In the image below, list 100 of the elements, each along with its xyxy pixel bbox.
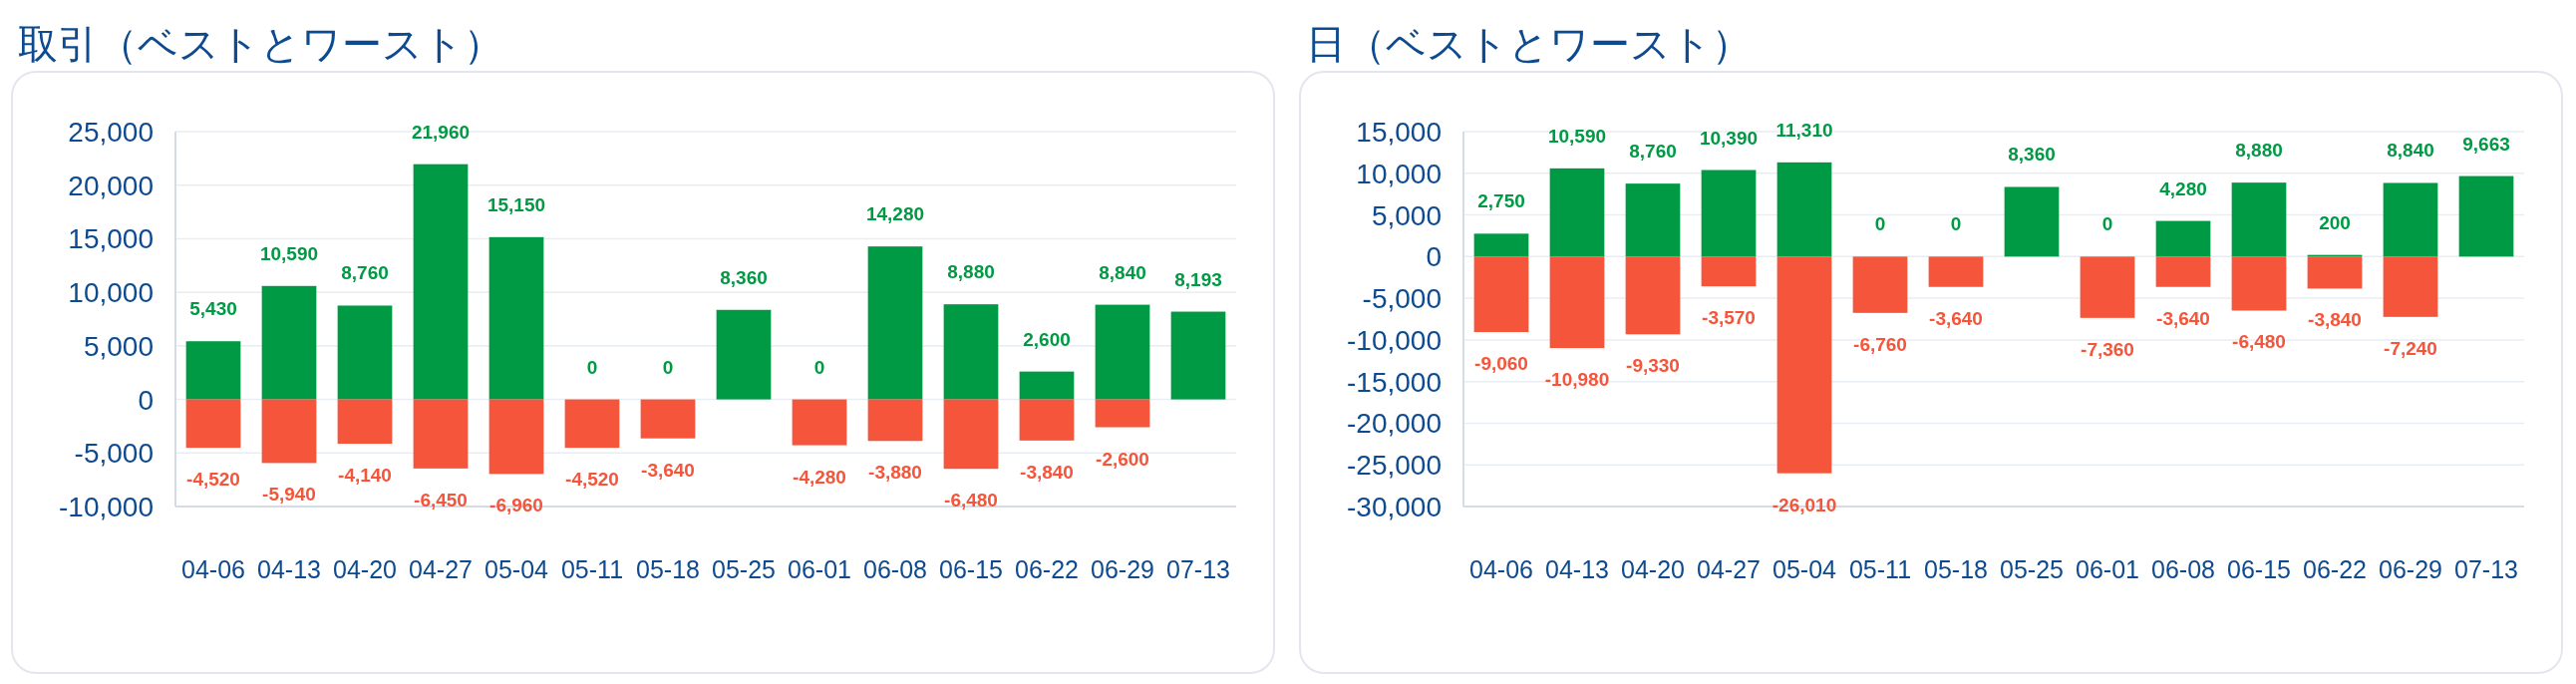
data-label: -3,880 — [868, 462, 922, 484]
data-label: -6,960 — [489, 495, 543, 516]
x-tick-label: 05-11 — [560, 555, 624, 583]
bar — [413, 164, 469, 400]
data-label: 8,360 — [2008, 144, 2056, 166]
x-tick-label: 04-06 — [1469, 555, 1533, 583]
bar — [1549, 168, 1605, 257]
bar — [2004, 186, 2060, 257]
bar — [564, 399, 620, 449]
data-label: -3,640 — [1929, 307, 1983, 329]
data-label: 5,430 — [189, 298, 237, 320]
data-label: 2,600 — [1023, 328, 1071, 350]
data-label: 14,280 — [865, 203, 925, 225]
bar — [1019, 399, 1075, 441]
data-label: -9,060 — [1474, 353, 1528, 375]
bar — [1928, 256, 1984, 287]
data-label: 200 — [2319, 211, 2351, 233]
x-tick-label: 06-08 — [863, 555, 927, 583]
bar — [1776, 256, 1832, 474]
bar — [1625, 183, 1681, 257]
data-label: -4,280 — [793, 466, 846, 488]
data-label: -4,520 — [565, 469, 619, 491]
x-tick-label: 04-06 — [181, 555, 245, 583]
data-label: 8,760 — [341, 262, 389, 284]
data-label: -2,600 — [1096, 448, 1149, 470]
data-label: -4,520 — [186, 469, 240, 491]
data-label: 8,760 — [1629, 141, 1677, 163]
bar — [2155, 220, 2211, 257]
x-tick-label: 04-27 — [409, 555, 473, 583]
x-tick-label: 06-22 — [2303, 555, 2367, 583]
bar — [2231, 256, 2287, 311]
x-tick-label: 07-13 — [2454, 555, 2518, 583]
bar — [1170, 311, 1226, 400]
data-label: -26,010 — [1771, 494, 1837, 515]
data-label: 9,663 — [2462, 133, 2510, 155]
bar — [2155, 256, 2211, 287]
data-label: 10,590 — [1547, 125, 1607, 147]
y-tick-label: 15,000 — [68, 223, 154, 255]
x-tick-label: 05-04 — [484, 555, 549, 583]
data-label: -6,760 — [1853, 333, 1907, 355]
x-tick-label: 04-13 — [1545, 555, 1609, 583]
data-label: -7,240 — [2384, 337, 2437, 359]
x-tick-label: 06-29 — [2379, 555, 2442, 583]
chart-title: 日（ベストとワースト） — [1306, 22, 1752, 66]
bar — [261, 285, 317, 400]
bar — [2080, 256, 2135, 318]
bar — [867, 246, 923, 400]
data-label: 8,360 — [720, 266, 768, 288]
bar — [1095, 304, 1150, 400]
data-label: -4,140 — [338, 465, 392, 487]
data-label: 0 — [586, 356, 598, 378]
bar — [792, 399, 847, 446]
bar — [337, 399, 393, 445]
bar — [488, 236, 544, 400]
x-tick-label: 05-25 — [2000, 555, 2064, 583]
bar — [867, 399, 923, 442]
x-tick-label: 06-15 — [939, 555, 1003, 583]
bar — [1625, 256, 1681, 335]
data-label: -3,840 — [2308, 309, 2362, 331]
data-label: 0 — [1874, 213, 1886, 235]
x-tick-label: 04-27 — [1697, 555, 1761, 583]
data-label: 8,193 — [1174, 268, 1222, 290]
y-tick-label: 5,000 — [1371, 199, 1442, 231]
data-label: 10,390 — [1699, 127, 1759, 149]
x-tick-label: 04-13 — [257, 555, 321, 583]
y-tick-label: -5,000 — [1362, 283, 1442, 315]
data-label: -3,570 — [1702, 307, 1756, 329]
bar — [2458, 175, 2514, 257]
data-label: 2,750 — [1477, 190, 1525, 212]
y-tick-label: -5,000 — [74, 438, 154, 470]
bar — [185, 399, 241, 449]
data-label: -3,640 — [641, 459, 695, 481]
y-tick-label: 0 — [138, 384, 154, 416]
bar — [2383, 182, 2438, 257]
data-label: 0 — [1950, 213, 1962, 235]
data-label: 11,310 — [1775, 119, 1833, 141]
data-label: 4,280 — [2159, 177, 2207, 199]
bar — [943, 399, 999, 470]
x-tick-label: 06-01 — [2076, 555, 2139, 583]
data-label: 15,150 — [486, 193, 546, 215]
chart-title: 取引（ベストとワースト） — [18, 22, 503, 66]
x-tick-label: 05-25 — [712, 555, 776, 583]
bar — [488, 399, 544, 475]
x-tick-label: 05-11 — [1848, 555, 1912, 583]
bar — [1701, 256, 1757, 287]
y-tick-label: 0 — [1426, 241, 1442, 273]
y-tick-label: 5,000 — [83, 330, 154, 362]
bar — [640, 399, 696, 439]
bar — [1473, 256, 1529, 333]
bar — [2231, 182, 2287, 257]
x-tick-label: 05-18 — [636, 555, 700, 583]
bar — [1473, 233, 1529, 257]
x-tick-label: 06-08 — [2151, 555, 2215, 583]
x-tick-label: 04-20 — [333, 555, 397, 583]
y-tick-label: 10,000 — [1356, 158, 1442, 189]
data-label: -6,450 — [414, 489, 468, 511]
x-tick-label: 06-29 — [1091, 555, 1154, 583]
bar — [413, 399, 469, 469]
bar — [185, 341, 241, 400]
x-tick-label: 05-04 — [1772, 555, 1837, 583]
